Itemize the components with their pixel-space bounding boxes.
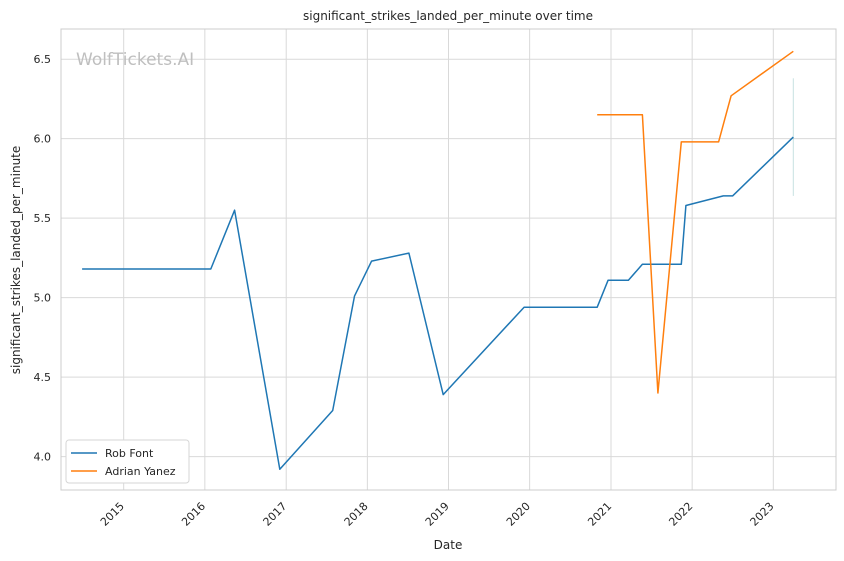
x-tick-label: 2017 bbox=[261, 500, 290, 529]
x-tick-label: 2023 bbox=[748, 500, 777, 529]
x-axis-ticks: 2015 2016 2017 2018 2019 2020 2021 2022 2023 bbox=[98, 500, 777, 529]
series-layer bbox=[82, 50, 794, 471]
x-tick-label: 2016 bbox=[179, 500, 208, 529]
x-axis-label: Date bbox=[434, 538, 463, 552]
series-line-rob-font bbox=[82, 136, 794, 471]
legend: Rob Font Adrian Yanez bbox=[65, 439, 190, 484]
x-tick-label: 2021 bbox=[585, 500, 614, 529]
plot-area-frame bbox=[60, 28, 837, 491]
y-tick-label: 5.0 bbox=[34, 292, 52, 305]
legend-label-rob-font: Rob Font bbox=[105, 447, 154, 460]
x-tick-label: 2018 bbox=[342, 500, 371, 529]
y-tick-label: 4.5 bbox=[34, 371, 52, 384]
y-axis-label: significant_strikes_landed_per_minute bbox=[9, 146, 23, 375]
y-tick-label: 6.0 bbox=[34, 133, 52, 146]
y-tick-label: 5.5 bbox=[34, 212, 52, 225]
x-tick-label: 2020 bbox=[504, 500, 533, 529]
series-line-adrian-yanez bbox=[597, 50, 794, 394]
grid-layer bbox=[61, 29, 836, 490]
y-tick-label: 6.5 bbox=[34, 53, 52, 66]
x-tick-label: 2015 bbox=[98, 500, 127, 529]
chart-title: significant_strikes_landed_per_minute ov… bbox=[303, 9, 593, 23]
y-axis-ticks: 4.0 4.5 5.0 5.5 6.0 6.5 bbox=[34, 53, 52, 463]
watermark: WolfTickets.AI bbox=[76, 50, 194, 70]
x-tick-label: 2019 bbox=[423, 500, 452, 529]
x-tick-label: 2022 bbox=[666, 500, 695, 529]
y-tick-label: 4.0 bbox=[34, 451, 52, 464]
legend-box bbox=[65, 439, 190, 484]
legend-label-adrian-yanez: Adrian Yanez bbox=[105, 465, 176, 478]
